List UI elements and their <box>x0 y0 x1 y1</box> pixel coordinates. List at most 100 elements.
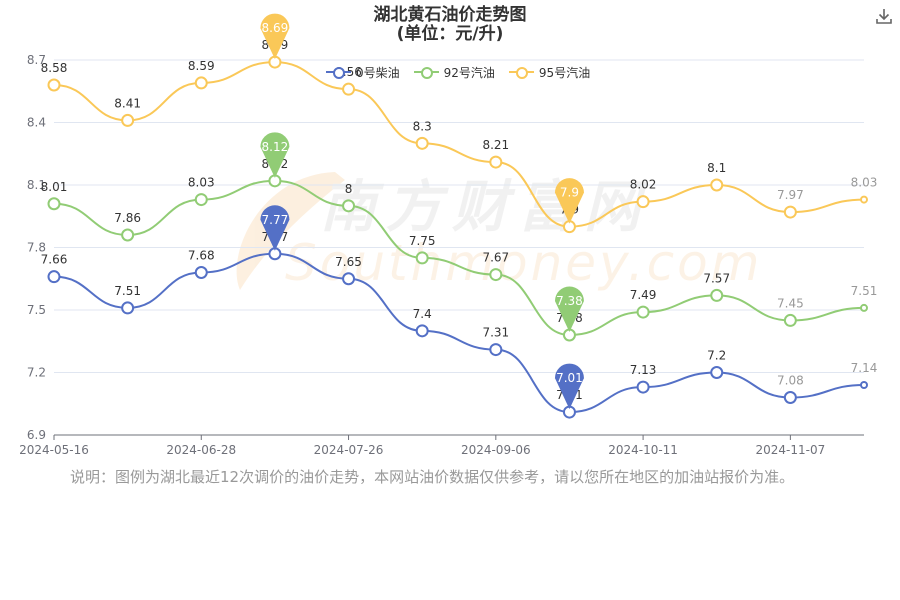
max-marker-label: 8.12 <box>262 140 289 154</box>
x-tick-label: 2024-09-06 <box>461 443 531 457</box>
chart-subtitle: (单位：元/升) <box>396 24 504 44</box>
data-point <box>194 76 208 90</box>
data-label: 8.59 <box>188 59 215 73</box>
data-point <box>783 313 797 327</box>
y-tick-label: 8.4 <box>27 116 46 130</box>
series-1: 8.01 7.86 8.03 8.12 8 7.75 7.67 7.38 7.49 7.57 7.4… <box>41 132 878 342</box>
x-tick-label: 2024-05-16 <box>19 443 89 457</box>
legend-label-95: 95号汽油 <box>538 65 591 80</box>
chart-legend: 0号柴油 92号汽油 95号汽油 <box>326 63 604 81</box>
max-marker-label: 7.77 <box>262 213 289 227</box>
data-label: 7.31 <box>482 326 509 340</box>
legend-label-92: 92号汽油 <box>443 65 495 80</box>
y-tick-label: 7.8 <box>27 241 46 255</box>
data-label: 8.03 <box>188 176 215 190</box>
data-point <box>121 301 135 315</box>
data-label: 7.68 <box>188 249 215 263</box>
legend-swatch-diesel <box>326 65 351 79</box>
data-point <box>342 272 356 286</box>
data-point <box>415 324 429 338</box>
data-point <box>415 251 429 265</box>
data-label: 7.75 <box>409 234 436 248</box>
data-point <box>860 303 868 312</box>
data-point <box>783 205 797 219</box>
data-label: 7.49 <box>630 288 657 302</box>
data-point <box>121 228 135 242</box>
data-point <box>636 195 650 209</box>
legend-swatch-92 <box>413 65 439 79</box>
y-tick-label: 7.5 <box>27 303 46 317</box>
data-point <box>860 195 868 204</box>
legend-label-diesel: 0号柴油 <box>356 65 400 80</box>
legend-item-diesel[interactable]: 0号柴油 <box>326 64 400 81</box>
data-point <box>636 380 650 394</box>
data-label: 8.02 <box>630 178 657 192</box>
data-point <box>710 366 724 379</box>
series-0: 7.66 7.51 7.68 7.77 7.65 7.4 7.31 7.01 7.13 7.2 7.… <box>41 205 878 419</box>
data-label: 7.51 <box>851 284 878 298</box>
data-point <box>415 136 429 150</box>
data-label: 7.13 <box>630 363 657 377</box>
max-marker-pin <box>260 132 290 178</box>
min-marker-label: 7.38 <box>556 294 583 308</box>
data-label: 8.3 <box>413 119 432 133</box>
x-tick-label: 2024-11-07 <box>755 443 825 457</box>
data-label: 8 <box>345 182 353 196</box>
data-label: 8.01 <box>41 180 68 194</box>
y-tick-label: 7.2 <box>27 366 46 380</box>
y-tick-label: 6.9 <box>27 428 46 442</box>
data-label: 8.03 <box>851 176 878 190</box>
data-label: 8.1 <box>707 161 726 175</box>
data-point <box>342 82 356 96</box>
data-label: 7.51 <box>114 284 141 298</box>
data-point <box>489 343 503 357</box>
x-tick-label: 2024-10-11 <box>608 443 678 457</box>
data-label: 7.67 <box>482 251 509 265</box>
data-label: 7.57 <box>703 271 730 285</box>
download-icon[interactable] <box>874 6 894 26</box>
data-label: 7.86 <box>114 211 141 225</box>
data-point <box>194 193 208 207</box>
data-point <box>489 155 503 169</box>
data-label: 7.2 <box>707 349 726 363</box>
data-label: 7.08 <box>777 374 804 388</box>
data-label: 7.97 <box>777 188 804 202</box>
data-label: 7.45 <box>777 296 804 310</box>
legend-swatch-95 <box>508 65 534 79</box>
max-marker-pin <box>260 13 290 60</box>
data-point <box>47 270 61 284</box>
data-point <box>121 113 135 127</box>
min-marker-pin <box>554 363 584 410</box>
data-point <box>710 288 724 302</box>
data-label: 7.66 <box>41 253 68 267</box>
data-point <box>636 305 650 319</box>
y-tick-label: 8.1 <box>27 178 46 192</box>
data-label: 7.4 <box>413 307 432 321</box>
y-tick-label: 8.7 <box>27 53 46 67</box>
data-point <box>860 381 868 389</box>
data-label: 7.14 <box>851 361 878 375</box>
data-point <box>783 391 797 404</box>
data-point <box>342 199 356 213</box>
data-label: 8.58 <box>41 61 68 75</box>
min-marker-pin <box>554 178 584 224</box>
data-point <box>489 268 503 282</box>
chart-note: 说明：图例为湖北最近12次调价的油价走势，本网站油价数据仅供参考，请以您所在地区… <box>70 468 795 486</box>
min-marker-pin <box>554 286 584 332</box>
min-marker-label: 7.9 <box>560 186 579 200</box>
data-point <box>47 197 61 211</box>
max-marker-pin <box>260 205 290 251</box>
legend-item-92[interactable]: 92号汽油 <box>413 64 495 81</box>
data-label: 7.65 <box>335 255 362 269</box>
data-label: 8.21 <box>482 138 509 152</box>
data-point <box>47 78 61 92</box>
data-point <box>194 266 208 279</box>
x-tick-label: 2024-07-26 <box>314 443 384 457</box>
x-tick-label: 2024-06-28 <box>166 443 236 457</box>
watermark-cn: 南方财富网 <box>320 175 650 240</box>
watermark-swoosh <box>236 172 345 290</box>
legend-item-95[interactable]: 95号汽油 <box>508 64 591 81</box>
data-label: 8.41 <box>114 96 141 110</box>
